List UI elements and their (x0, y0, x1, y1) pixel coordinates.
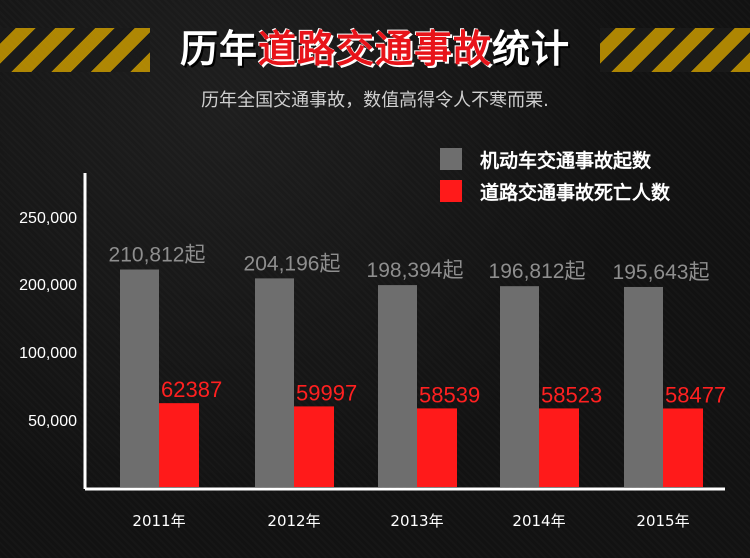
y-tick-label-1: 100,000 (19, 345, 77, 362)
data-label-deaths-4: 58477 (665, 382, 726, 407)
bar-vehicle-1 (255, 278, 294, 487)
legend-swatch-deaths (440, 180, 462, 202)
title-part-2: 道路交通事故 (257, 27, 492, 71)
data-label-vehicle-2: 198,394起 (367, 259, 464, 282)
x-tick-label-4: 2015年 (636, 512, 689, 530)
data-label-deaths-1: 59997 (296, 380, 357, 405)
bar-deaths-1 (294, 406, 334, 487)
hazard-stripe-left (0, 28, 150, 72)
bar-vehicle-3 (500, 286, 539, 487)
data-label-vehicle-4: 195,643起 (613, 261, 710, 284)
y-tick-label-2: 200,000 (19, 277, 77, 294)
data-label-vehicle-0: 210,812起 (109, 244, 206, 267)
x-tick-label-2: 2013年 (390, 512, 443, 530)
bar-vehicle-0 (120, 269, 159, 487)
legend-label-deaths: 道路交通事故死亡人数 (480, 181, 671, 204)
bar-deaths-4 (663, 408, 703, 487)
page-title: 历年道路交通事故统计 (0, 18, 750, 73)
title-part-1: 历年 (179, 27, 258, 71)
data-label-deaths-2: 58539 (419, 382, 480, 407)
legend-item-deaths: 道路交通事故死亡人数 (440, 175, 670, 207)
y-tick-label-3: 250,000 (19, 210, 77, 227)
legend-swatch-vehicle (440, 148, 462, 170)
data-label-vehicle-1: 204,196起 (244, 252, 341, 275)
data-label-vehicle-3: 196,812起 (489, 260, 586, 283)
title-part-3: 统计 (492, 27, 571, 71)
bar-deaths-2 (417, 408, 457, 487)
bar-deaths-3 (539, 408, 579, 487)
hazard-stripe-right (600, 28, 750, 72)
data-label-deaths-0: 62387 (161, 377, 222, 402)
x-tick-label-1: 2012年 (267, 512, 320, 530)
bar-vehicle-2 (378, 285, 417, 487)
bar-deaths-0 (159, 403, 199, 487)
x-tick-label-0: 2011年 (132, 512, 185, 530)
legend-label-vehicle: 机动车交通事故起数 (480, 149, 652, 172)
x-tick-label-3: 2014年 (512, 512, 565, 530)
bar-vehicle-4 (624, 286, 663, 487)
data-label-deaths-3: 58523 (541, 382, 602, 407)
page-subtitle: 历年全国交通事故，数值高得令人不寒而栗. (201, 90, 549, 111)
legend-item-vehicle: 机动车交通事故起数 (440, 143, 670, 175)
y-tick-label-0: 50,000 (28, 413, 77, 430)
chart-legend: 机动车交通事故起数 道路交通事故死亡人数 (440, 143, 670, 207)
